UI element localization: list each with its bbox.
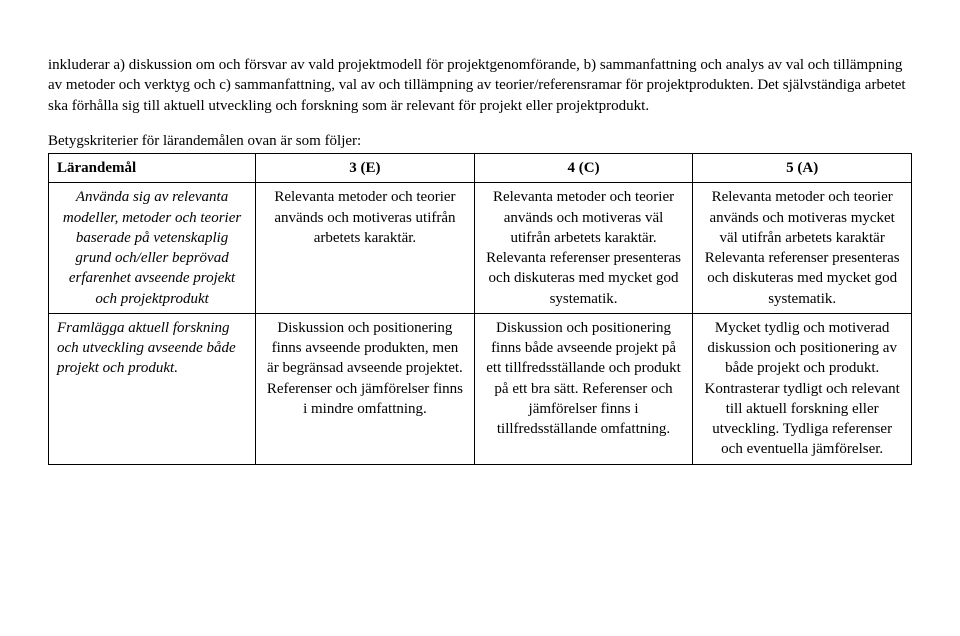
criteria-table: Lärandemål 3 (E) 4 (C) 5 (A) Använda sig…	[48, 153, 912, 465]
intro-paragraph: inkluderar a) diskussion om och försvar …	[48, 55, 912, 116]
cell-5a: Relevanta metoder och teorier används oc…	[693, 183, 912, 314]
col-header-5a: 5 (A)	[693, 154, 912, 183]
col-header-4c: 4 (C)	[474, 154, 693, 183]
table-header-row: Lärandemål 3 (E) 4 (C) 5 (A)	[49, 154, 912, 183]
table-row: Framlägga aktuell forskning och utveckli…	[49, 313, 912, 464]
cell-3e: Diskussion och positionering finns avsee…	[256, 313, 475, 464]
cell-lm: Framlägga aktuell forskning och utveckli…	[49, 313, 256, 464]
cell-4c: Diskussion och positionering finns både …	[474, 313, 693, 464]
cell-5a: Mycket tydlig och motiverad diskussion o…	[693, 313, 912, 464]
col-header-3e: 3 (E)	[256, 154, 475, 183]
cell-lm: Använda sig av relevanta modeller, metod…	[49, 183, 256, 314]
col-header-larandemal: Lärandemål	[49, 154, 256, 183]
cell-3e: Relevanta metoder och teorier används oc…	[256, 183, 475, 314]
table-row: Använda sig av relevanta modeller, metod…	[49, 183, 912, 314]
criteria-intro: Betygskriterier för lärandemålen ovan är…	[48, 131, 912, 151]
cell-4c: Relevanta metoder och teorier används oc…	[474, 183, 693, 314]
